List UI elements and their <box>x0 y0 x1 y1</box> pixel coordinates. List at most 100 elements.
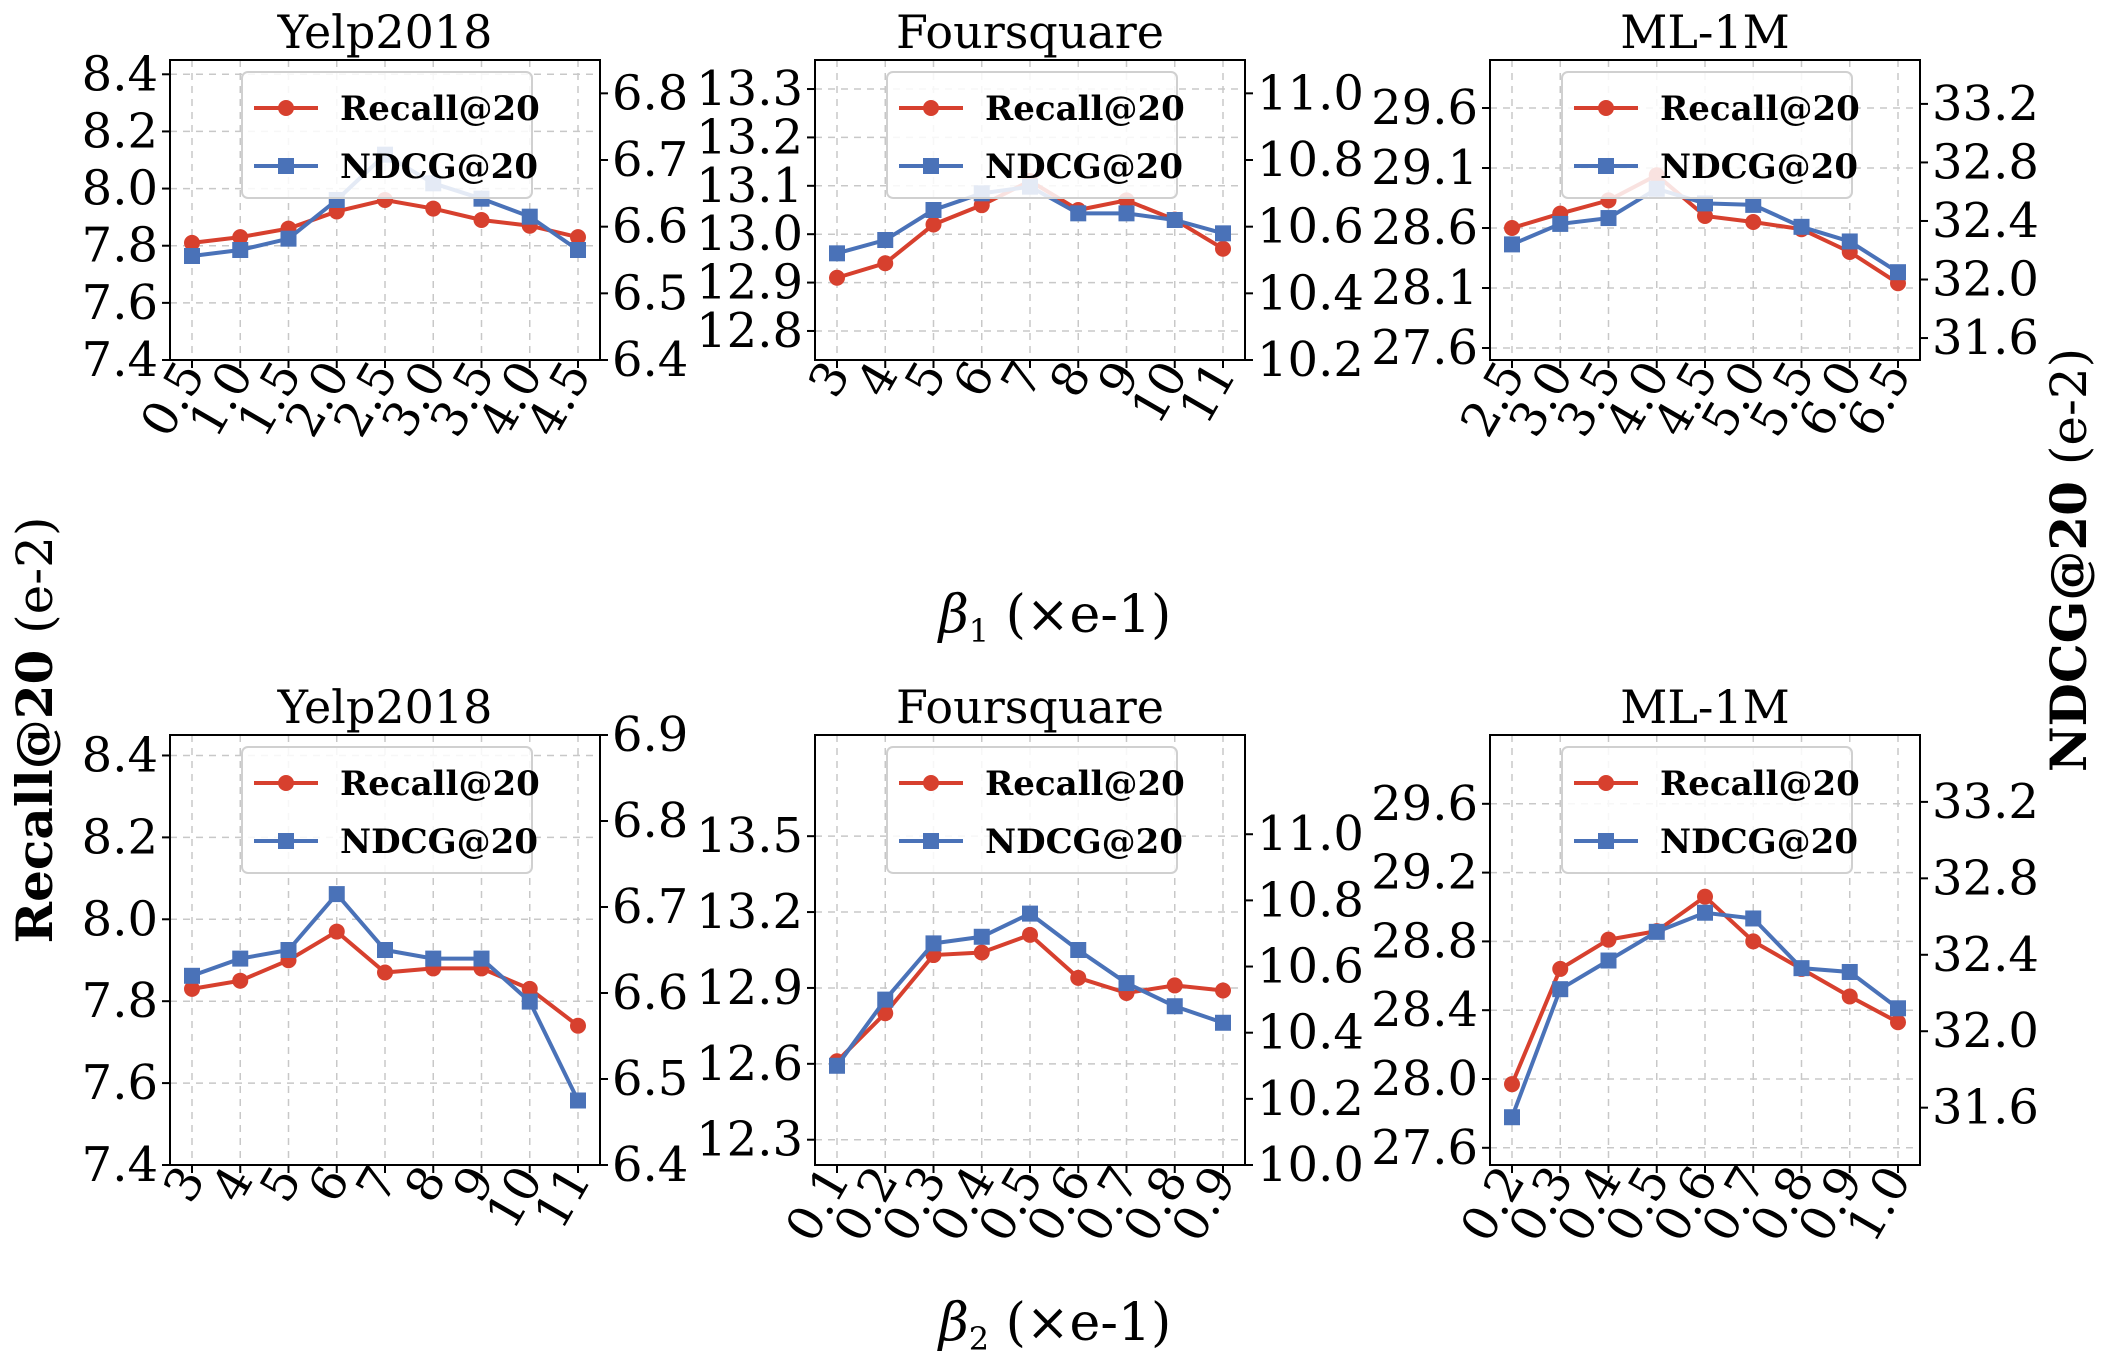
legend-marker <box>278 775 294 791</box>
recall-point <box>377 964 393 981</box>
ndcg-point <box>184 967 200 984</box>
legend-label: NDCG@20 <box>1660 822 1858 862</box>
ndcg-point <box>829 1057 845 1074</box>
left-tick-label: 28.8 <box>1371 913 1478 969</box>
left-tick-label: 7.4 <box>82 1137 158 1193</box>
chart-panel-4: Yelp2018 7.4 7.6 7.8 8.0 8.2 8.4 6.4 6.5 6.6 6.7 6.… <box>82 680 689 1238</box>
right-tick-label: 6.8 <box>612 65 688 121</box>
recall-point <box>1070 969 1087 986</box>
ndcg-point <box>570 1092 586 1109</box>
right-tick-label: 11.0 <box>1257 806 1364 862</box>
left-tick-label: 28.0 <box>1371 1051 1478 1107</box>
ndcg-point <box>1118 975 1135 992</box>
chart-title: ML-1M <box>1620 5 1790 59</box>
left-tick-label: 13.1 <box>696 158 803 214</box>
chart-panel-6: ML-1M 27.6 28.0 28.4 28.8 29.2 29.6 31.6 32.0 32.… <box>1371 680 2039 1251</box>
ndcg-point <box>328 886 345 903</box>
recall-point <box>925 216 942 233</box>
legend-marker <box>1598 775 1614 791</box>
left-tick-label: 13.2 <box>696 884 803 940</box>
left-tick-label: 12.3 <box>696 1112 803 1168</box>
recall-point <box>232 229 249 246</box>
ndcg-point <box>1793 960 1810 977</box>
left-tick-label: 7.8 <box>82 973 158 1029</box>
chart-title: ML-1M <box>1620 680 1790 734</box>
ndcg-point <box>1697 904 1713 921</box>
left-tick-label: 8.2 <box>82 103 158 159</box>
ndcg-point <box>1070 942 1087 958</box>
left-tick-label: 7.4 <box>82 332 158 388</box>
left-tick-label: 13.3 <box>696 61 803 117</box>
right-tick-label: 10.6 <box>1257 199 1364 255</box>
ndcg-point <box>521 993 538 1010</box>
recall-point <box>1504 220 1520 236</box>
right-tick-label: 6.4 <box>612 1137 688 1193</box>
right-tick-label: 10.2 <box>1257 332 1364 388</box>
right-tick-label: 6.5 <box>612 1051 688 1107</box>
beta2-unit: (×e-1) <box>989 1293 1171 1353</box>
left-tick-label: 28.6 <box>1371 200 1478 256</box>
ndcg-point <box>973 928 990 945</box>
right-tick-label: 6.8 <box>612 793 688 849</box>
left-tick-label: 7.6 <box>82 275 158 331</box>
right-tick-label: 11.0 <box>1257 65 1364 121</box>
right-tick-label: 10.4 <box>1257 265 1364 321</box>
ndcg-point <box>1745 196 1762 213</box>
ndcg-point <box>521 208 538 225</box>
left-tick-label: 28.4 <box>1371 982 1478 1038</box>
ndcg-point <box>184 248 200 264</box>
recall-point <box>1745 933 1762 950</box>
ndcg-point <box>473 950 490 967</box>
left-tick-label: 29.6 <box>1371 776 1478 832</box>
left-tick-label: 13.2 <box>696 109 803 165</box>
right-tick-label: 32.8 <box>1932 850 2039 906</box>
recall-point <box>1745 214 1762 230</box>
right-y-axis-label: NDCG@20 (e-2) <box>2039 348 2098 772</box>
ndcg-point <box>232 242 249 258</box>
legend-marker <box>923 775 939 791</box>
legend-marker <box>1598 158 1614 174</box>
right-y-axis-label-main: NDCG@20 <box>2039 481 2098 772</box>
ndcg-point <box>1841 233 1858 250</box>
right-tick-label: 6.6 <box>612 965 688 1021</box>
right-tick-label: 6.7 <box>612 132 688 188</box>
legend-label: Recall@20 <box>1660 89 1860 129</box>
ndcg-point <box>1890 1000 1906 1017</box>
beta2-subscript: 2 <box>969 1320 989 1358</box>
recall-point <box>829 269 845 286</box>
ndcg-point <box>1118 205 1135 222</box>
legend-marker <box>1598 100 1614 116</box>
recall-point <box>570 1017 586 1034</box>
right-tick-label: 31.6 <box>1932 310 2039 366</box>
legend-label: Recall@20 <box>340 89 540 129</box>
right-tick-label: 10.0 <box>1257 1137 1364 1193</box>
legend-marker <box>278 158 294 174</box>
ndcg-point <box>1697 195 1713 212</box>
ndcg-point <box>1022 905 1038 922</box>
ndcg-point <box>1745 910 1762 927</box>
legend-label: Recall@20 <box>985 89 1185 129</box>
right-tick-label: 33.2 <box>1932 76 2039 132</box>
left-y-axis-label-main: Recall@20 <box>5 650 64 944</box>
right-y-axis-label-suffix: (e-2) <box>2040 348 2098 481</box>
left-tick-label: 27.6 <box>1371 320 1478 376</box>
legend-label: NDCG@20 <box>985 822 1183 862</box>
ndcg-point <box>1504 1109 1520 1126</box>
recall-point <box>877 1005 894 1022</box>
right-tick-label: 10.4 <box>1257 1005 1364 1061</box>
chart-title: Yelp2018 <box>277 680 493 734</box>
left-y-axis-label-suffix: (e-2) <box>6 517 64 650</box>
ndcg-point <box>877 232 894 248</box>
ndcg-point <box>425 950 442 967</box>
ndcg-point <box>1890 264 1906 281</box>
legend-marker <box>278 100 294 116</box>
ndcg-point <box>1215 1014 1231 1031</box>
ndcg-point <box>1841 963 1858 980</box>
ndcg-point <box>1552 981 1569 998</box>
ndcg-point <box>1070 205 1087 222</box>
ndcg-point <box>1793 218 1810 235</box>
chart-title: Foursquare <box>896 5 1164 59</box>
ndcg-point <box>1166 998 1183 1015</box>
ndcg-point <box>1600 952 1617 969</box>
right-tick-label: 6.7 <box>612 879 688 935</box>
